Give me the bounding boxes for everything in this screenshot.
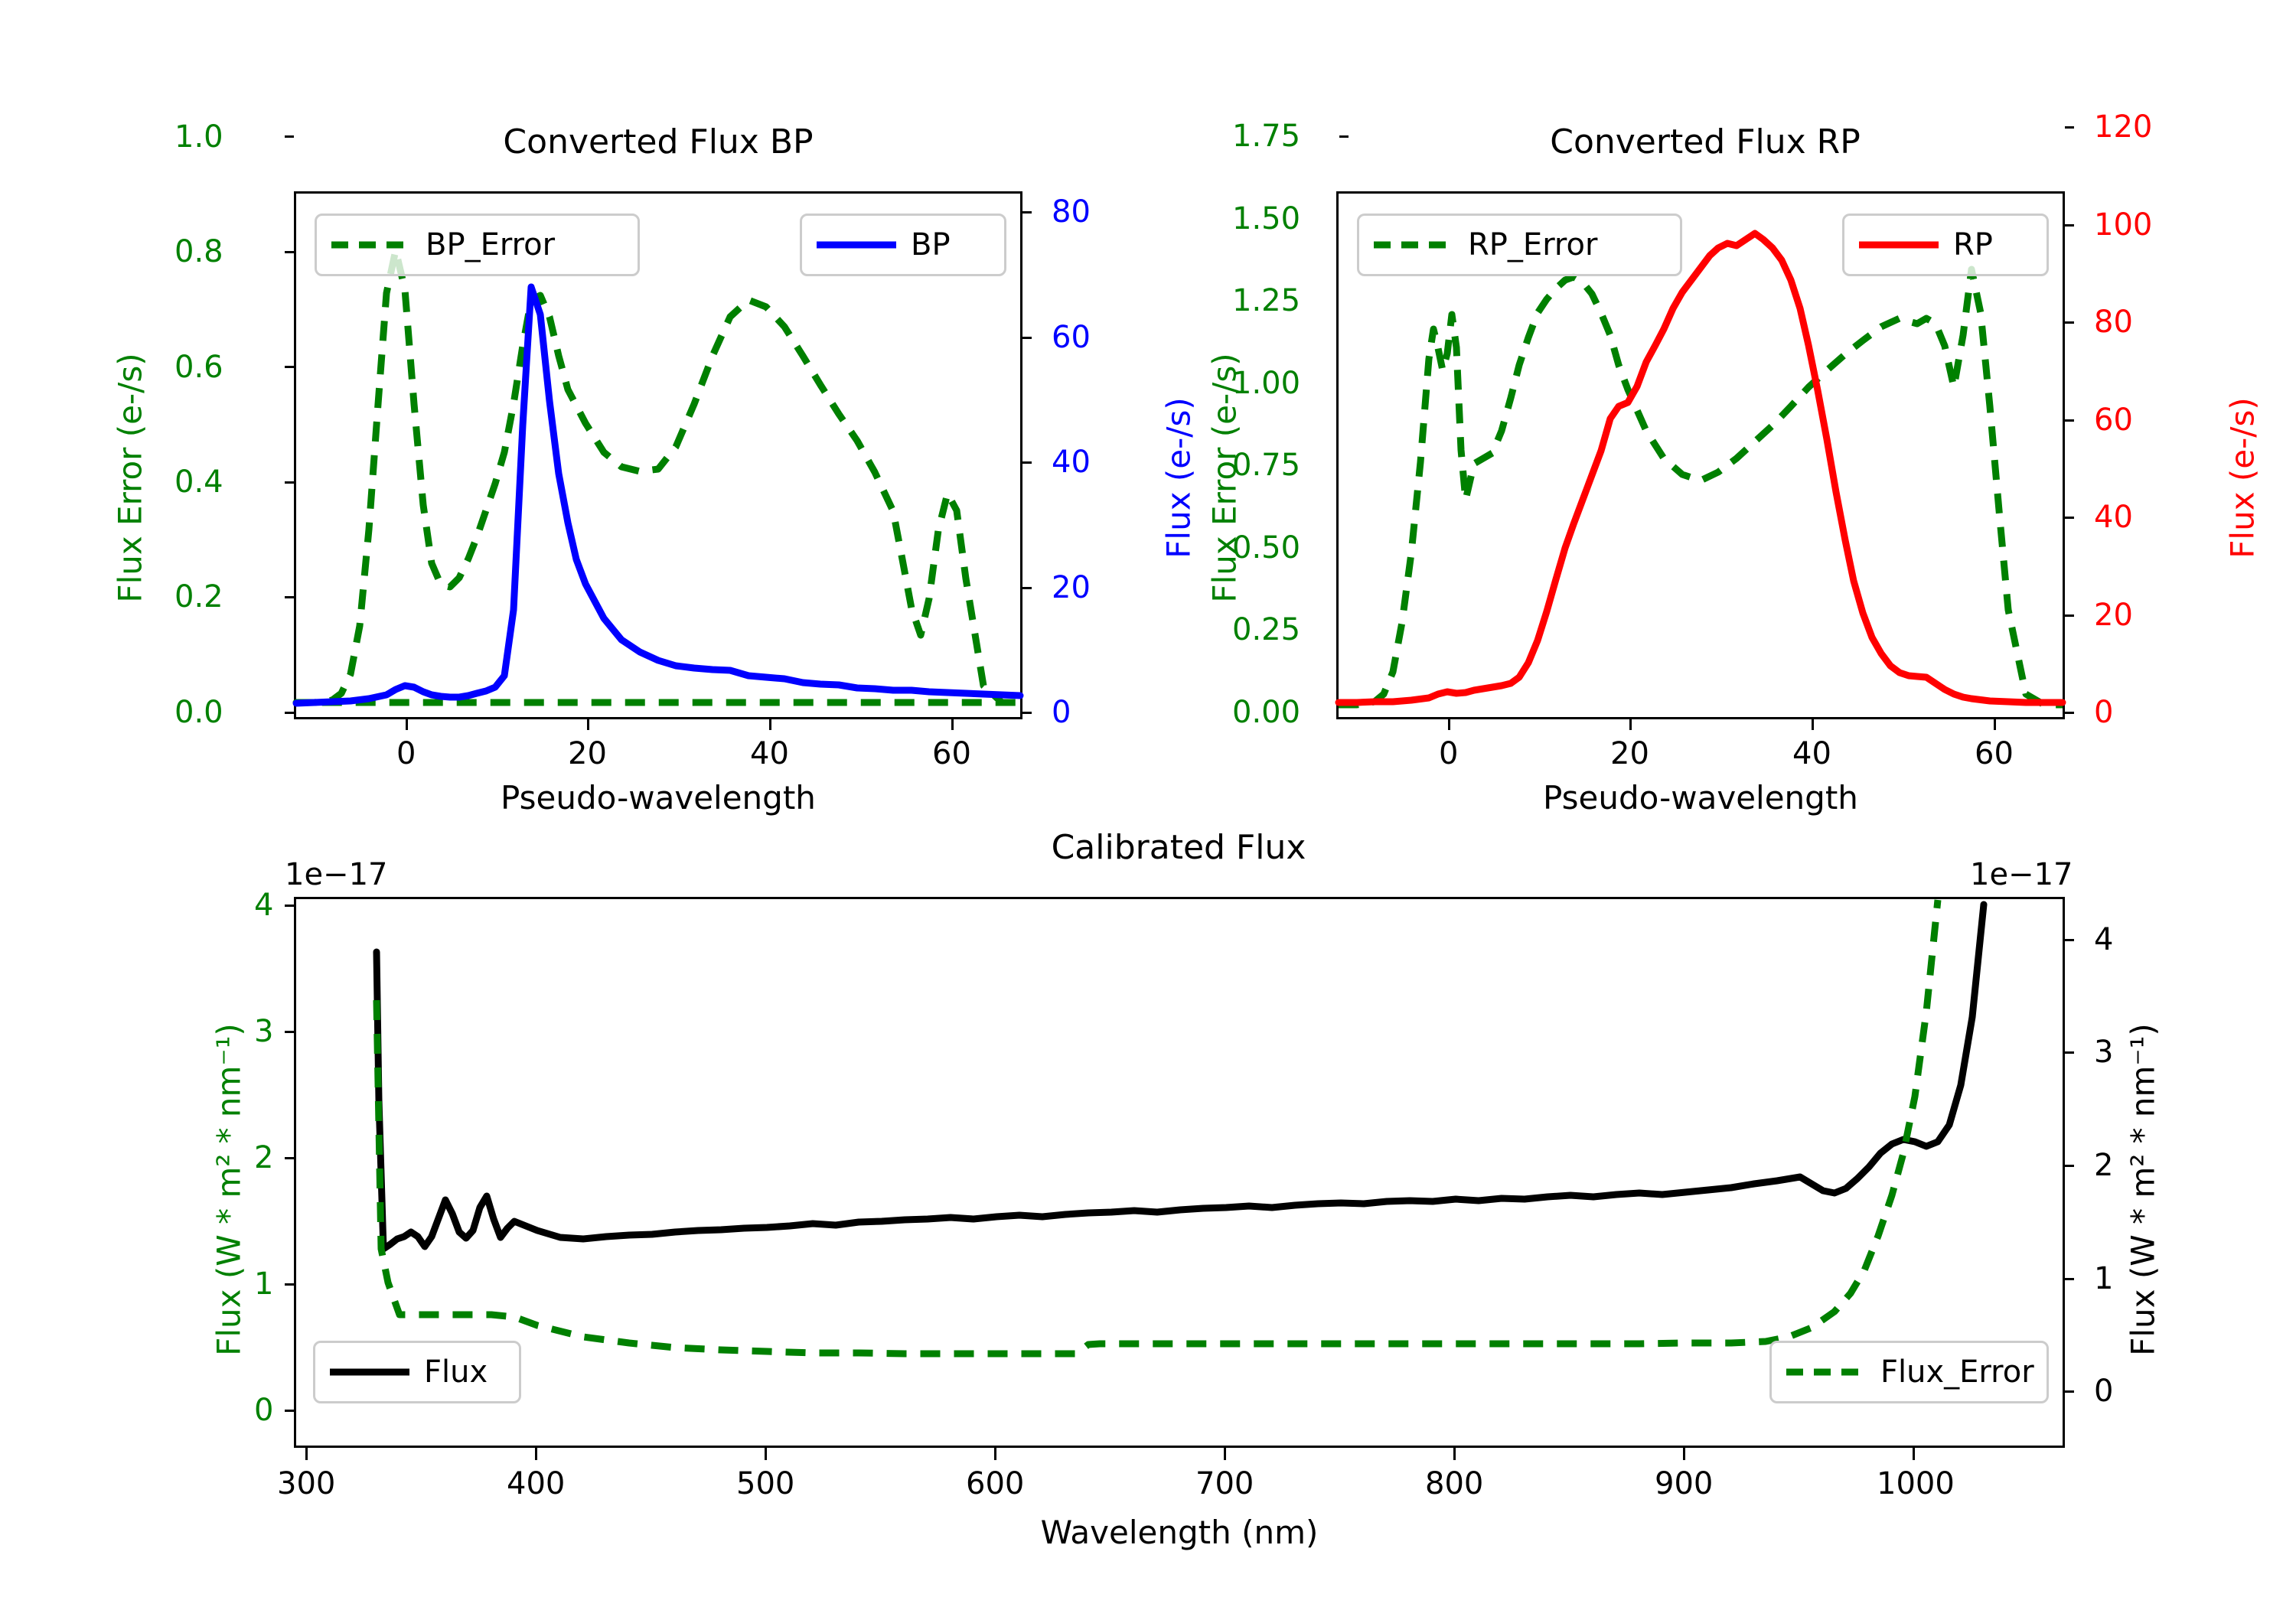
bp-error-legend[interactable]: BP_Error [315, 214, 640, 276]
bp-y-right-tick: 20 [1052, 570, 1091, 605]
rp-error-legend[interactable]: RP_Error [1357, 214, 1682, 276]
solid-line-icon [1859, 241, 1939, 249]
bp-y-right-tick: 80 [1052, 194, 1091, 230]
calibrated-flux-series-line [373, 901, 1988, 1253]
calibrated-plot-area [373, 899, 1988, 1358]
calibrated-y-left-offset: 1e−17 [285, 857, 388, 892]
rp-y-right-tick: 0 [2094, 695, 2114, 730]
rp-x-tick: 0 [1439, 736, 1459, 771]
rp-y-left-tick: 0.25 [1232, 612, 1301, 647]
rp-error-series-line [1339, 266, 2063, 709]
bp-x-tick: 60 [932, 736, 971, 771]
bp-error-series-line [292, 246, 1024, 706]
calibrated-x-tick: 700 [1195, 1466, 1254, 1501]
calibrated-y-left-tick: 1 [254, 1266, 274, 1302]
rp-panel-title: Converted Flux RP [1550, 122, 1861, 161]
calibrated-flux-legend[interactable]: Flux [313, 1341, 521, 1403]
calibrated-x-tick: 600 [966, 1466, 1025, 1501]
rp-y-right-tick: 40 [2094, 500, 2133, 535]
calibrated-flux-error-legend[interactable]: Flux_Error [1769, 1341, 2049, 1403]
calibrated-x-tick: 900 [1655, 1466, 1714, 1501]
calibrated-x-axis-title: Wavelength (nm) [1040, 1514, 1319, 1551]
calibrated-y-right-tick: 3 [2094, 1035, 2114, 1070]
rp-plot-area [1335, 230, 2066, 709]
rp-x-tick: 60 [1975, 736, 2014, 771]
rp-y-left-tick: 1.00 [1232, 366, 1301, 401]
rp-y-left-tick: 1.25 [1232, 283, 1301, 318]
calibrated-y-left-axis-title: Flux (W * m² * nm⁻¹) [210, 1023, 248, 1356]
bp-y-right-tick: 0 [1052, 695, 1071, 730]
bp-error-legend-label: BP_Error [426, 227, 556, 262]
bp-y-left-tick: 0.6 [174, 350, 223, 385]
rp-y-left-tick: 1.75 [1232, 119, 1301, 154]
bp-flux-legend-label: BP [911, 227, 951, 262]
bp-plot-area [292, 246, 1024, 707]
calibrated-y-left-tick: 2 [254, 1140, 274, 1175]
calibrated-axes-frame: Flux Flux_Error [294, 897, 2065, 1448]
rp-y-right-tick: 100 [2094, 207, 2153, 243]
rp-y-right-tick: 60 [2094, 403, 2133, 438]
bp-x-tick: 40 [750, 736, 789, 771]
rp-axes-frame: RP_Error RP [1335, 191, 2066, 719]
calibrated-y-right-tick: 4 [2094, 922, 2114, 957]
bp-y-left-tick: 0.8 [174, 234, 223, 269]
bp-y-left-tick: 1.0 [174, 119, 223, 155]
rp-x-axis-title: Pseudo-wavelength [1543, 779, 1858, 817]
rp-flux-legend[interactable]: RP [1842, 214, 2049, 276]
bp-panel-title: Converted Flux BP [503, 122, 814, 161]
bp-y-right-tick: 40 [1052, 445, 1091, 480]
bp-x-axis-title: Pseudo-wavelength [501, 779, 816, 817]
calibrated-flux-legend-label: Flux [424, 1354, 488, 1390]
calibrated-flux-error-legend-label: Flux_Error [1880, 1354, 2034, 1390]
calibrated-y-right-tick: 1 [2094, 1261, 2114, 1296]
calibrated-y-left-tick: 4 [254, 888, 274, 923]
bp-y-left-axis-title: Flux Error (e-/s) [111, 353, 149, 603]
rp-y-right-tick: 120 [2094, 109, 2153, 145]
rp-flux-series-line [1335, 230, 2066, 706]
bp-y-left-tick: 0.2 [174, 579, 223, 614]
bp-y-right-axis-title: Flux (e-/s) [1159, 397, 1198, 559]
solid-line-icon [817, 241, 896, 249]
bp-x-tick: 0 [396, 736, 416, 771]
rp-y-right-tick: 80 [2094, 305, 2133, 340]
calibrated-flux-error-series-line [373, 899, 1942, 1358]
bp-flux-legend[interactable]: BP [800, 214, 1006, 276]
calibrated-y-right-axis-title: Flux (W * m² * nm⁻¹) [2124, 1023, 2162, 1356]
solid-line-icon [330, 1368, 409, 1376]
calibrated-y-right-tick: 0 [2094, 1374, 2114, 1409]
dashed-line-icon [1374, 241, 1453, 249]
rp-y-left-tick: 1.50 [1232, 201, 1301, 236]
rp-y-left-tick: 0.50 [1232, 530, 1301, 566]
calibrated-x-tick: 800 [1425, 1466, 1484, 1501]
rp-flux-legend-label: RP [1953, 227, 1993, 262]
calibrated-x-tick: 300 [277, 1466, 336, 1501]
calibrated-panel-title: Calibrated Flux [1051, 828, 1306, 867]
bp-y-right-tick: 60 [1052, 320, 1091, 355]
dashed-line-icon [331, 241, 411, 249]
calibrated-y-left-tick: 0 [254, 1393, 274, 1428]
calibrated-y-right-offset: 1e−17 [1970, 857, 2073, 892]
rp-y-left-tick: 0.75 [1232, 448, 1301, 483]
bp-axes-frame: BP_Error BP [292, 191, 1024, 719]
bp-y-left-tick: 0.0 [174, 695, 223, 730]
bp-x-tick: 20 [568, 736, 607, 771]
rp-x-tick: 40 [1792, 736, 1831, 771]
calibrated-x-tick: 400 [507, 1466, 566, 1501]
rp-y-right-axis-title: Flux (e-/s) [2223, 397, 2262, 559]
rp-x-tick: 20 [1610, 736, 1649, 771]
rp-error-legend-label: RP_Error [1468, 227, 1598, 262]
rp-y-right-tick: 20 [2094, 598, 2133, 633]
calibrated-y-left-tick: 3 [254, 1014, 274, 1049]
rp-y-left-tick: 0.00 [1232, 695, 1301, 730]
bp-flux-series-line [292, 283, 1024, 707]
calibrated-x-tick: 500 [736, 1466, 795, 1501]
dashed-line-icon [1786, 1368, 1866, 1376]
calibrated-x-tick: 1000 [1877, 1466, 1955, 1501]
calibrated-y-right-tick: 2 [2094, 1148, 2114, 1183]
bp-y-left-tick: 0.4 [174, 464, 223, 500]
